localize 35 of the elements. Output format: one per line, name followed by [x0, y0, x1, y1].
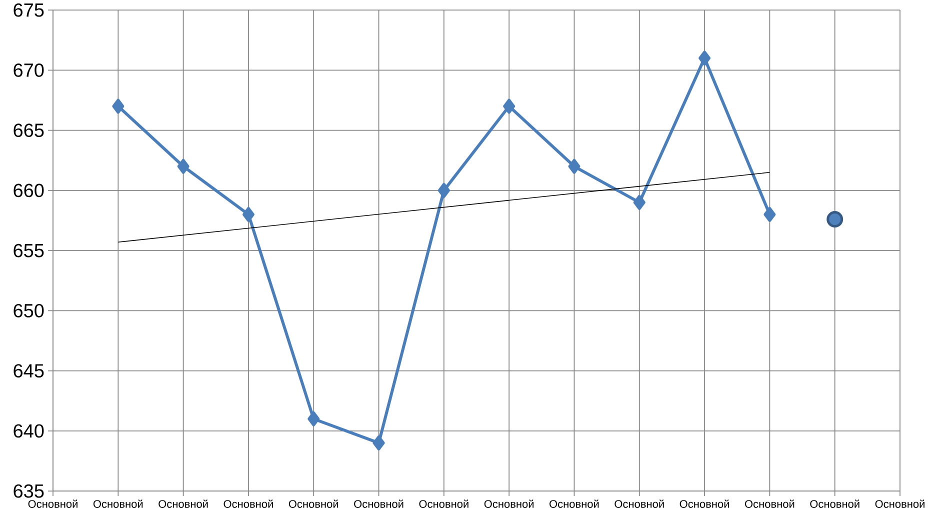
y-tick-label: 655	[14, 244, 44, 258]
x-tick-label: Основной	[744, 500, 794, 508]
point	[242, 206, 254, 222]
y-tick-label: 640	[14, 424, 44, 438]
x-tick-label: Основной	[28, 500, 78, 508]
point	[112, 98, 124, 114]
y-tick-label: 660	[14, 184, 44, 198]
x-tick-label: Основной	[158, 500, 208, 508]
x-tick-label: Основной	[93, 500, 143, 508]
y-tick-label: 665	[14, 124, 44, 138]
x-tick-label: Основной	[614, 500, 664, 508]
point	[633, 194, 646, 210]
x-tick-label: Основной	[680, 500, 729, 508]
point	[698, 50, 711, 66]
point	[568, 158, 580, 174]
point	[503, 98, 516, 114]
y-tick-label: 650	[14, 304, 44, 318]
point	[177, 158, 190, 174]
point	[308, 411, 320, 426]
x-tick-label: Основной	[875, 500, 924, 508]
y-tick-label: 670	[14, 63, 44, 77]
x-tick-label: Основной	[810, 500, 860, 508]
point	[764, 206, 776, 222]
x-tick-label: Основной	[484, 500, 534, 508]
x-tick-label: Основной	[419, 500, 468, 508]
y-tick-label: 645	[14, 364, 44, 378]
y-tick-label: 675	[14, 3, 44, 17]
y-tick-label: 635	[14, 484, 44, 498]
point	[826, 211, 844, 228]
x-tick-label: Основной	[550, 500, 599, 508]
x-tick-label: Основной	[288, 500, 338, 508]
x-tick-label: Основной	[224, 500, 273, 508]
point	[438, 182, 450, 198]
point	[372, 435, 385, 450]
x-tick-label: Основной	[354, 500, 404, 508]
